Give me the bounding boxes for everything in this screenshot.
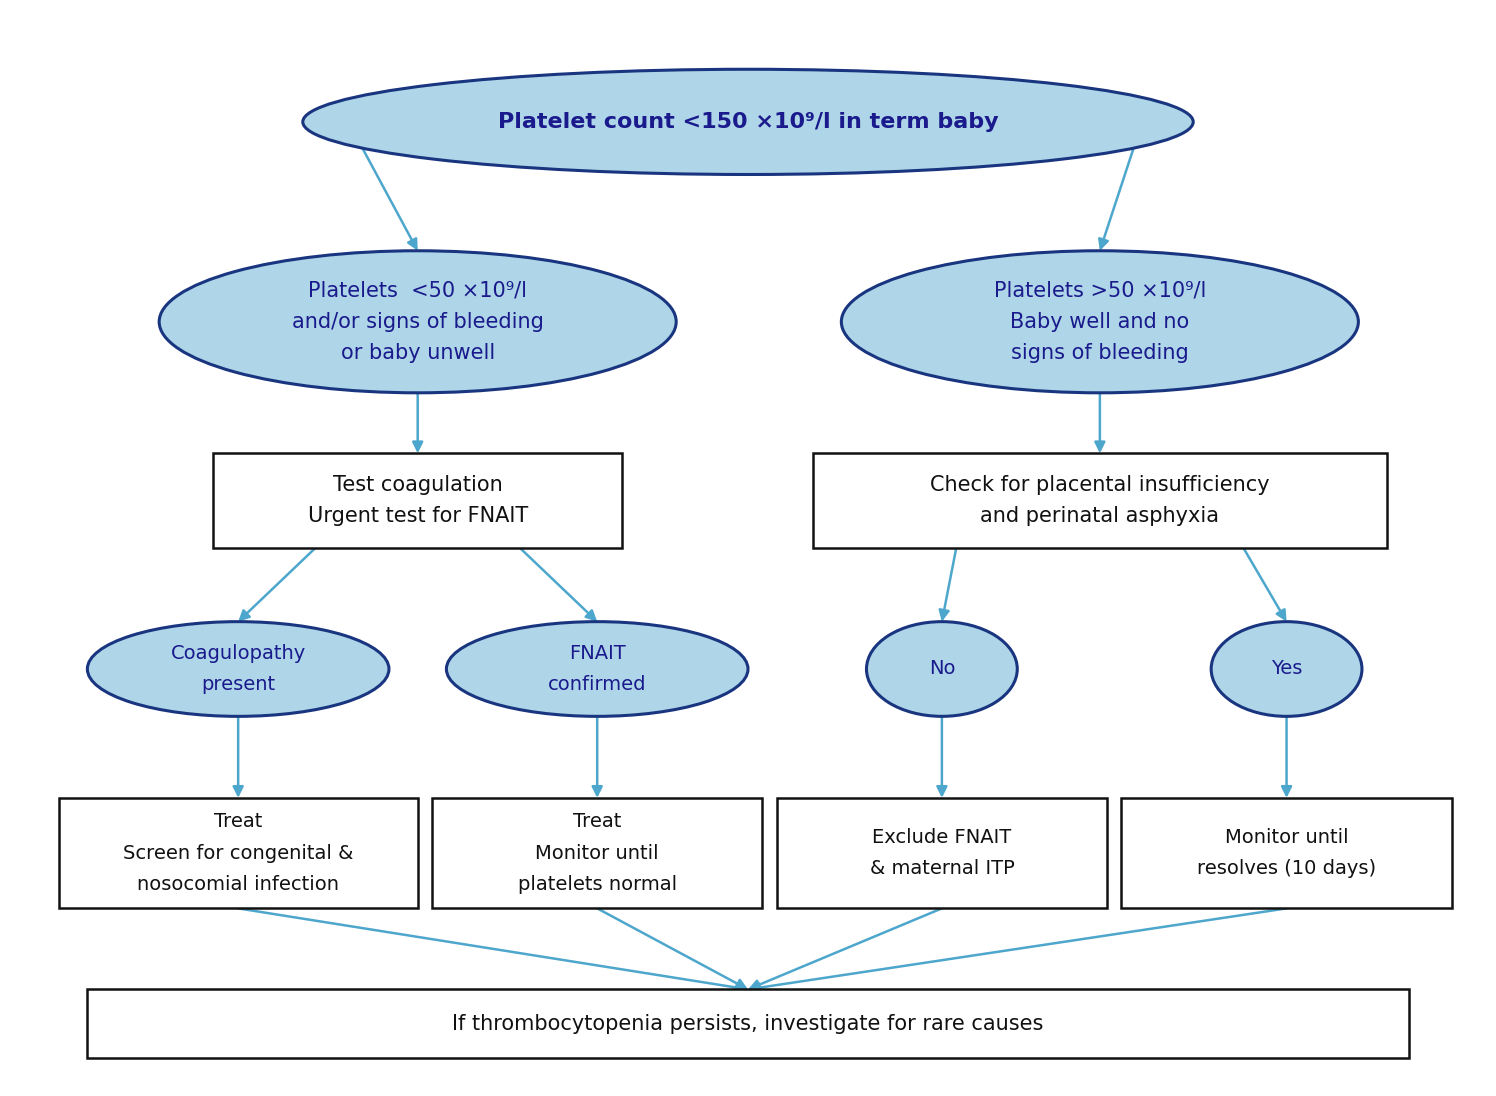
Text: nosocomial infection: nosocomial infection [138,876,340,894]
Text: & maternal ITP: & maternal ITP [869,859,1014,878]
Text: Screen for congenital &: Screen for congenital & [123,844,353,863]
Ellipse shape [866,621,1017,717]
Text: Check for placental insufficiency: Check for placental insufficiency [931,475,1270,495]
Ellipse shape [841,251,1358,392]
Text: Platelet count <150 ×10⁹/l in term baby: Platelet count <150 ×10⁹/l in term baby [498,112,998,132]
FancyBboxPatch shape [812,454,1387,548]
Text: or baby unwell: or baby unwell [341,343,495,364]
Text: Yes: Yes [1272,660,1302,678]
Ellipse shape [302,69,1194,174]
FancyBboxPatch shape [1122,798,1451,909]
Text: FNAIT: FNAIT [568,643,625,663]
Text: Treat: Treat [573,812,621,831]
Text: confirmed: confirmed [548,675,646,694]
Text: If thrombocytopenia persists, investigate for rare causes: If thrombocytopenia persists, investigat… [452,1014,1044,1034]
Ellipse shape [159,251,676,392]
Text: No: No [929,660,954,678]
Ellipse shape [446,621,748,717]
FancyBboxPatch shape [432,798,763,909]
FancyBboxPatch shape [87,990,1409,1058]
Text: Coagulopathy: Coagulopathy [171,643,305,663]
Text: Platelets >50 ×10⁹/l: Platelets >50 ×10⁹/l [993,281,1206,300]
Text: Monitor until: Monitor until [536,844,660,863]
Text: Baby well and no: Baby well and no [1010,311,1189,332]
Text: and perinatal asphyxia: and perinatal asphyxia [980,506,1219,526]
Text: present: present [200,675,275,694]
Text: Urgent test for FNAIT: Urgent test for FNAIT [308,506,528,526]
Text: Monitor until: Monitor until [1225,827,1348,847]
Text: resolves (10 days): resolves (10 days) [1197,859,1376,878]
Text: and/or signs of bleeding: and/or signs of bleeding [292,311,543,332]
Ellipse shape [1212,621,1361,717]
Text: signs of bleeding: signs of bleeding [1011,343,1189,364]
FancyBboxPatch shape [776,798,1107,909]
Text: Exclude FNAIT: Exclude FNAIT [872,827,1011,847]
FancyBboxPatch shape [212,454,622,548]
Text: platelets normal: platelets normal [518,876,676,894]
FancyBboxPatch shape [58,798,417,909]
Text: Test coagulation: Test coagulation [332,475,503,495]
Ellipse shape [87,621,389,717]
Text: Platelets  <50 ×10⁹/l: Platelets <50 ×10⁹/l [308,281,527,300]
Text: Treat: Treat [214,812,262,831]
